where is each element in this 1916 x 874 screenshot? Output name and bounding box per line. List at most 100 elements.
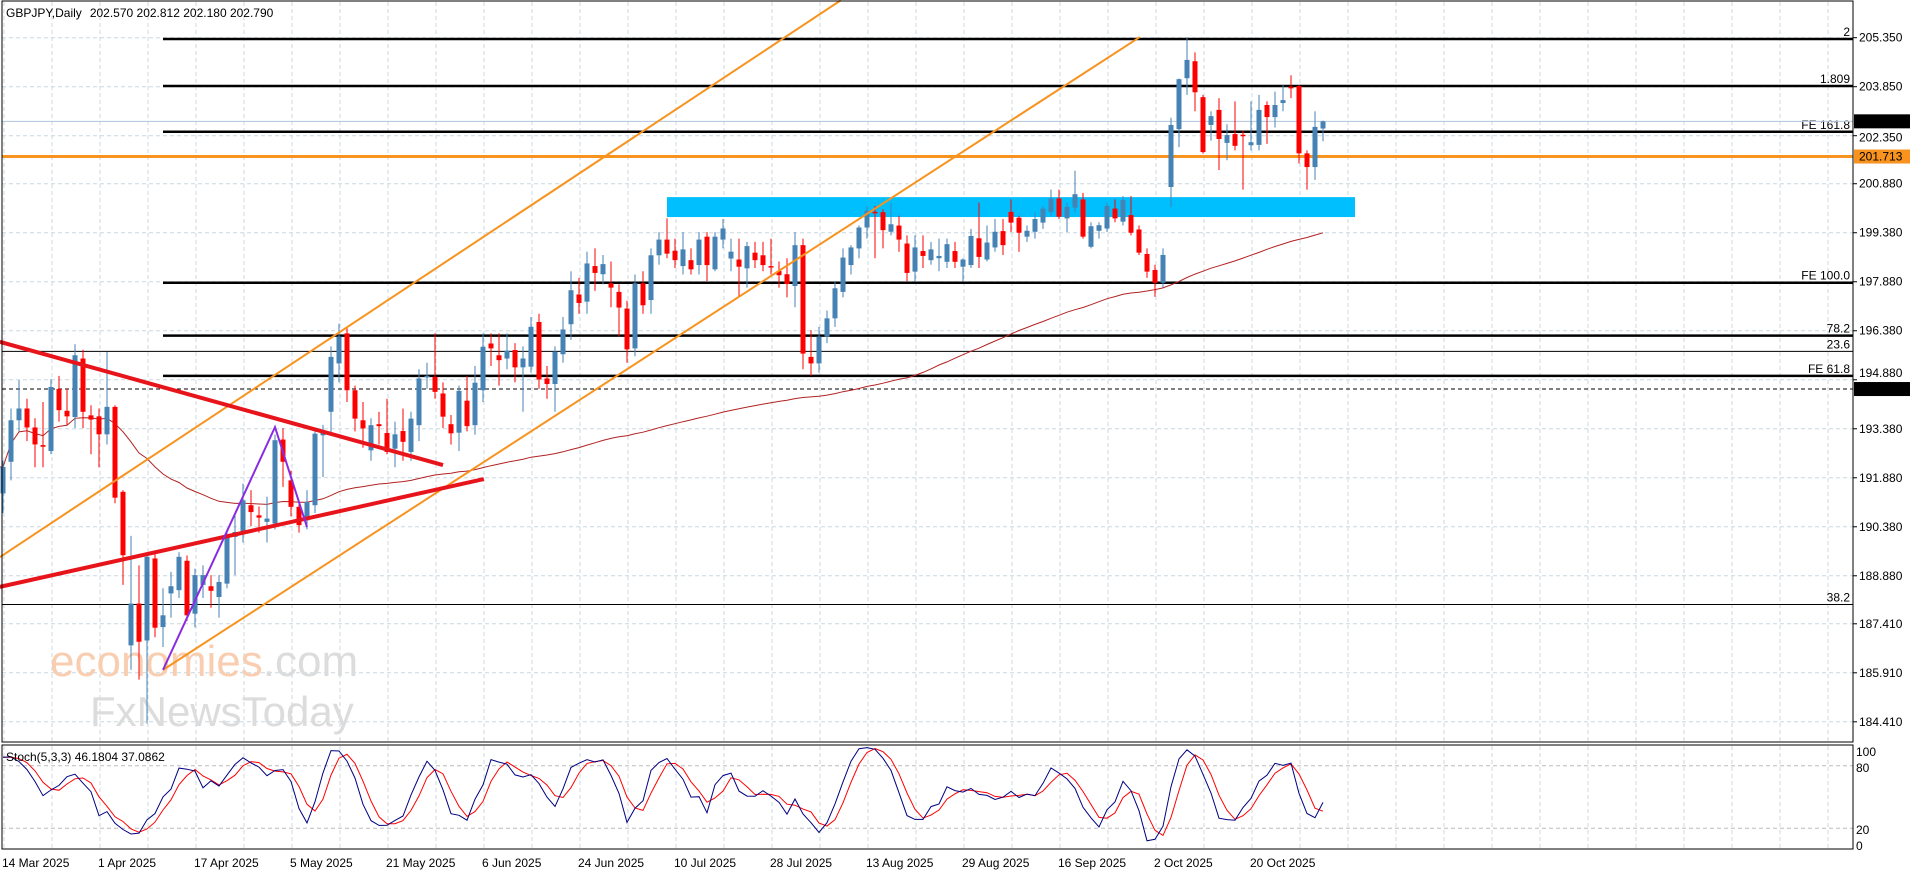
bullish-candle [200, 575, 206, 585]
bearish-candle [1152, 269, 1158, 283]
stoch-axis-label: 0 [1856, 839, 1863, 853]
bullish-candle [656, 239, 662, 256]
watermark-com: .com [263, 637, 358, 686]
bearish-candle [616, 291, 622, 308]
bullish-candle [0, 466, 6, 494]
bearish-candle [784, 274, 790, 285]
price-tick-label: 191.880 [1859, 471, 1903, 485]
date-axis: 14 Mar 2025 1 Apr 2025 17 Apr 2025 5 May 20… [2, 856, 1316, 870]
stoch-label: Stoch(5,3,3) 46.1804 37.0862 [6, 750, 165, 764]
purple-pattern-line[interactable] [162, 424, 308, 671]
chart-frame [1, 0, 1854, 850]
bearish-candle [624, 308, 630, 350]
symbol-label: GBPJPY,Daily [6, 6, 82, 20]
bearish-candle [88, 415, 94, 420]
bullish-candle [848, 247, 854, 266]
price-marker-box [1854, 149, 1910, 164]
watermark-logo: economies.com FxNewsToday [50, 637, 358, 735]
fibonacci-levels[interactable]: 2 1.809 FE 161.8 FE 100.0 78.223.6 FE 61.8 38.… [2, 25, 1853, 606]
bearish-candle [1232, 134, 1238, 146]
bearish-candle [1144, 253, 1150, 272]
bearish-candle [920, 251, 926, 256]
date-label: 14 Mar 2025 [2, 856, 70, 870]
date-label: 28 Jul 2025 [770, 856, 832, 870]
bullish-candle [1184, 59, 1190, 79]
bullish-candle [1072, 194, 1078, 208]
stochastic-axis: 100 80 20 0 [1856, 745, 1876, 853]
date-label: 10 Jul 2025 [674, 856, 736, 870]
bearish-candle [432, 376, 438, 392]
bearish-candle [512, 350, 518, 368]
price-tick-label: 199.380 [1859, 226, 1903, 240]
bearish-candle [64, 410, 70, 417]
bullish-candle [416, 378, 422, 426]
bullish-candle [520, 358, 526, 368]
price-axis[interactable]: 205.350 203.850 202.350 200.880 199.380 197.8… [1853, 31, 1910, 729]
red-ascending-trendline[interactable] [0, 477, 485, 589]
bullish-candle [720, 228, 726, 240]
price-tick-label: 184.410 [1859, 715, 1903, 729]
bullish-candle [840, 257, 846, 292]
bearish-candle [136, 603, 142, 642]
watermark-economies: economies [50, 637, 263, 686]
bullish-candle [1088, 226, 1094, 247]
bullish-candle [8, 420, 14, 462]
fib-level-label: FE 161.8 [1801, 118, 1850, 132]
trendlines[interactable] [0, 0, 1141, 671]
orange-channel-lower[interactable] [162, 36, 1141, 671]
price-tick-label: 200.880 [1859, 177, 1903, 191]
bullish-candle [560, 329, 566, 355]
bullish-candle [1272, 105, 1278, 118]
bullish-candle [328, 356, 334, 412]
bearish-candle [1288, 86, 1294, 89]
bullish-candle [456, 390, 462, 433]
bearish-candle [592, 266, 598, 273]
bearish-candle [576, 294, 582, 303]
date-label: 16 Sep 2025 [1058, 856, 1126, 870]
bearish-candle [736, 259, 742, 267]
bearish-candle [344, 333, 350, 391]
price-marker-box [1854, 114, 1910, 129]
red-descending-trendline[interactable] [0, 339, 444, 467]
price-tick-label: 205.350 [1859, 31, 1903, 45]
bullish-candle [128, 603, 134, 646]
stochastic-oscillator [2, 747, 1324, 842]
bearish-candle [248, 505, 254, 513]
moving-average-line [0, 232, 1324, 505]
bullish-candle [680, 249, 686, 267]
bearish-candle [896, 225, 902, 240]
bullish-candle [472, 382, 478, 426]
bearish-candle [384, 433, 390, 452]
bearish-candle [1304, 153, 1310, 168]
bullish-candle [1064, 206, 1070, 219]
bearish-candle [1080, 199, 1086, 237]
bullish-candle [1168, 124, 1174, 188]
bearish-candle [1136, 229, 1142, 253]
bearish-candle [488, 343, 494, 349]
bullish-candle [1024, 230, 1030, 237]
orange-channel-upper[interactable] [0, 0, 842, 558]
bullish-candle [144, 556, 150, 641]
bearish-candle [952, 251, 958, 262]
price-tick-label: 202.350 [1859, 130, 1903, 144]
bullish-candle [1104, 205, 1110, 229]
bearish-candle [872, 211, 878, 214]
date-label: 20 Oct 2025 [1250, 856, 1316, 870]
bearish-candle [80, 358, 86, 412]
price-marker-label: 194.596 [1859, 382, 1903, 396]
bullish-candle [224, 535, 230, 584]
bullish-candle [1096, 225, 1102, 231]
price-markers[interactable] [2, 120, 1853, 390]
bullish-candle [856, 227, 862, 249]
bearish-candle [1056, 198, 1062, 217]
fib-level-label: 78.2 [1827, 322, 1851, 336]
bearish-candle [112, 406, 118, 498]
bearish-candle [1216, 109, 1222, 139]
bearish-candle [96, 416, 102, 435]
price-tick-label: 203.850 [1859, 80, 1903, 94]
bullish-candle [368, 425, 374, 451]
bullish-candle [312, 433, 318, 506]
price-tick-label: 187.410 [1859, 617, 1903, 631]
stoch-axis-label: 80 [1856, 761, 1870, 775]
